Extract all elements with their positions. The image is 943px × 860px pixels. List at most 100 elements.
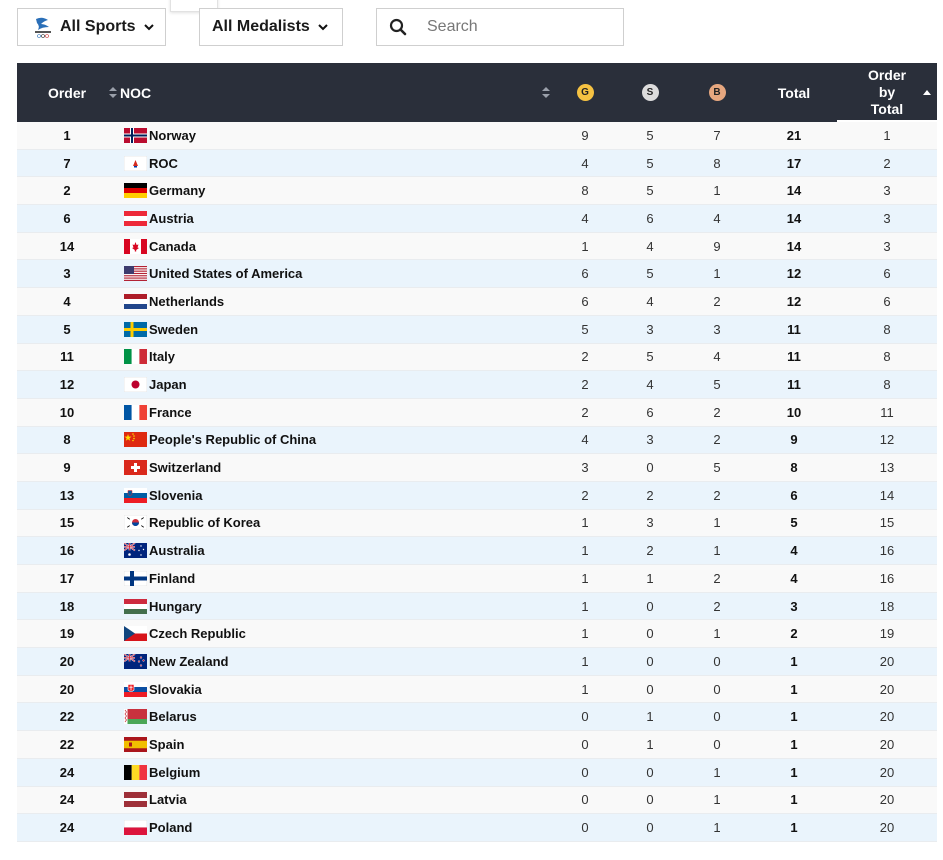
gold-count-cell: 2: [581, 487, 589, 503]
table-row[interactable]: 5 Sweden 5 3 3 11 8: [17, 315, 937, 344]
table-row[interactable]: 3 United States of America 6 5 1 12 6: [17, 260, 937, 289]
order-cell: 16: [59, 543, 75, 559]
gold-column-header[interactable]: G: [570, 63, 600, 122]
table-row[interactable]: 8 People's Republic of China 4 3 2 9 12: [17, 426, 937, 455]
bronze-count-cell: 2: [713, 293, 721, 309]
table-row[interactable]: 19 Czech Republic 1 0 1 2 19: [17, 620, 937, 649]
noc-name-cell[interactable]: ROC: [149, 155, 178, 171]
table-row[interactable]: 9 Switzerland 3 0 5 8 13: [17, 454, 937, 482]
order-by-total-cell: 14: [879, 487, 895, 503]
sports-dropdown[interactable]: All Sports: [17, 8, 166, 46]
noc-name-cell[interactable]: Switzerland: [149, 460, 222, 476]
silver-column-header[interactable]: S: [635, 63, 665, 122]
flag-icon-roc: [123, 150, 147, 177]
noc-name-cell[interactable]: Netherlands: [149, 293, 225, 309]
total-count-cell: 1: [790, 736, 798, 752]
table-row[interactable]: 24 Poland 0 0 1 1 20: [17, 814, 937, 842]
table-row[interactable]: 7 ROC 4 5 8 17 2: [17, 149, 937, 178]
noc-name-cell[interactable]: Slovakia: [149, 681, 202, 697]
noc-name-cell[interactable]: Belgium: [149, 764, 201, 780]
noc-name-cell[interactable]: Hungary: [149, 598, 202, 614]
noc-name-cell[interactable]: People's Republic of China: [149, 432, 317, 448]
total-count-cell: 4: [790, 543, 798, 559]
noc-name-cell[interactable]: Slovenia: [149, 487, 203, 503]
silver-count-cell: 2: [646, 487, 654, 503]
table-row[interactable]: 20 Slovakia 1 0 0 1 20: [17, 675, 937, 704]
table-row[interactable]: 22 Belarus 0 1 0 1 20: [17, 703, 937, 732]
bronze-count-cell: 5: [713, 460, 721, 476]
total-count-cell: 5: [790, 515, 798, 531]
silver-count-cell: 5: [646, 155, 654, 171]
table-row[interactable]: 10 France 2 6 2 10 11: [17, 398, 937, 427]
noc-column-header[interactable]: NOC: [120, 63, 550, 122]
order-cell: 11: [60, 349, 74, 365]
gold-count-cell: 3: [581, 460, 589, 476]
table-row[interactable]: 14 Canada 1 4 9 14 3: [17, 232, 937, 261]
noc-name-cell[interactable]: Sweden: [149, 321, 199, 337]
table-row[interactable]: 11 Italy 2 5 4 11 8: [17, 343, 937, 372]
table-row[interactable]: 24 Belgium 0 0 1 1 20: [17, 758, 937, 787]
table-row[interactable]: 16 Australia 1 2 1 4 16: [17, 537, 937, 565]
table-row[interactable]: 2 Germany 8 5 1 14 3: [17, 177, 937, 206]
total-count-cell: 8: [790, 460, 798, 476]
noc-name-cell[interactable]: Czech Republic: [149, 626, 246, 642]
order-column-header[interactable]: Order: [17, 63, 117, 122]
silver-count-cell: 5: [646, 127, 654, 143]
table-row[interactable]: 15 Republic of Korea 1 3 1 5 15: [17, 509, 937, 538]
table-row[interactable]: 6 Austria 4 6 4 14 3: [17, 205, 937, 233]
noc-header-label: NOC: [120, 84, 152, 101]
noc-name-cell[interactable]: Italy: [149, 349, 176, 365]
noc-name-cell[interactable]: France: [149, 404, 192, 420]
noc-name-cell[interactable]: United States of America: [149, 266, 303, 282]
order-by-total-column-header[interactable]: Order by Total: [837, 63, 937, 122]
table-row[interactable]: 22 Spain 0 1 0 1 20: [17, 731, 937, 759]
flag-icon-belgium: [123, 759, 147, 786]
table-row[interactable]: 17 Finland 1 1 2 4 16: [17, 565, 937, 593]
silver-count-cell: 2: [646, 543, 654, 559]
bronze-count-cell: 0: [713, 653, 721, 669]
gold-count-cell: 1: [581, 598, 589, 614]
noc-name-cell[interactable]: Spain: [149, 736, 185, 752]
noc-name-cell[interactable]: New Zealand: [149, 653, 229, 669]
noc-name-cell[interactable]: Republic of Korea: [149, 515, 261, 531]
silver-count-cell: 5: [646, 183, 654, 199]
bronze-count-cell: 0: [713, 736, 721, 752]
order-by-total-cell: 19: [879, 626, 895, 642]
total-count-cell: 17: [786, 155, 802, 171]
noc-name-cell[interactable]: Austria: [149, 210, 194, 226]
noc-name-cell[interactable]: Poland: [149, 820, 193, 836]
beijing-2022-logo-icon: [35, 17, 51, 38]
table-row[interactable]: 4 Netherlands 6 4 2 12 6: [17, 288, 937, 316]
noc-name-cell[interactable]: Belarus: [149, 709, 197, 725]
noc-name-cell[interactable]: Finland: [149, 570, 196, 586]
table-row[interactable]: 13 Slovenia 2 2 2 6 14: [17, 481, 937, 510]
noc-name-cell[interactable]: Japan: [149, 377, 187, 393]
noc-name-cell[interactable]: Canada: [149, 238, 196, 254]
table-row[interactable]: 20 New Zealand 1 0 0 1 20: [17, 648, 937, 676]
total-column-header[interactable]: Total: [759, 63, 829, 122]
chevron-down-icon: [318, 24, 328, 31]
noc-name-cell[interactable]: Australia: [149, 543, 205, 559]
bronze-count-cell: 0: [713, 681, 721, 697]
bronze-column-header[interactable]: B: [702, 63, 732, 122]
order-cell: 13: [59, 487, 75, 503]
table-row[interactable]: 18 Hungary 1 0 2 3 18: [17, 592, 937, 621]
total-count-cell: 4: [790, 570, 798, 586]
table-row[interactable]: 12 Japan 2 4 5 11 8: [17, 371, 937, 399]
medalists-dropdown[interactable]: All Medalists: [199, 8, 343, 46]
silver-count-cell: 3: [646, 432, 654, 448]
total-count-cell: 2: [790, 626, 798, 642]
search-box[interactable]: [376, 8, 624, 46]
order-by-total-cell: 11: [880, 404, 894, 420]
noc-name-cell[interactable]: Germany: [149, 183, 206, 199]
search-input[interactable]: [427, 18, 607, 36]
active-sort-underline: [837, 120, 937, 122]
table-row[interactable]: 24 Latvia 0 0 1 1 20: [17, 786, 937, 815]
noc-name-cell[interactable]: Norway: [149, 127, 196, 143]
total-count-cell: 3: [790, 598, 798, 614]
noc-name-cell[interactable]: Latvia: [149, 792, 187, 808]
search-icon: [389, 18, 407, 36]
flag-icon-spain: [123, 731, 147, 758]
table-row[interactable]: 1 Norway 9 5 7 21 1: [17, 122, 937, 150]
bronze-count-cell: 4: [713, 210, 721, 226]
